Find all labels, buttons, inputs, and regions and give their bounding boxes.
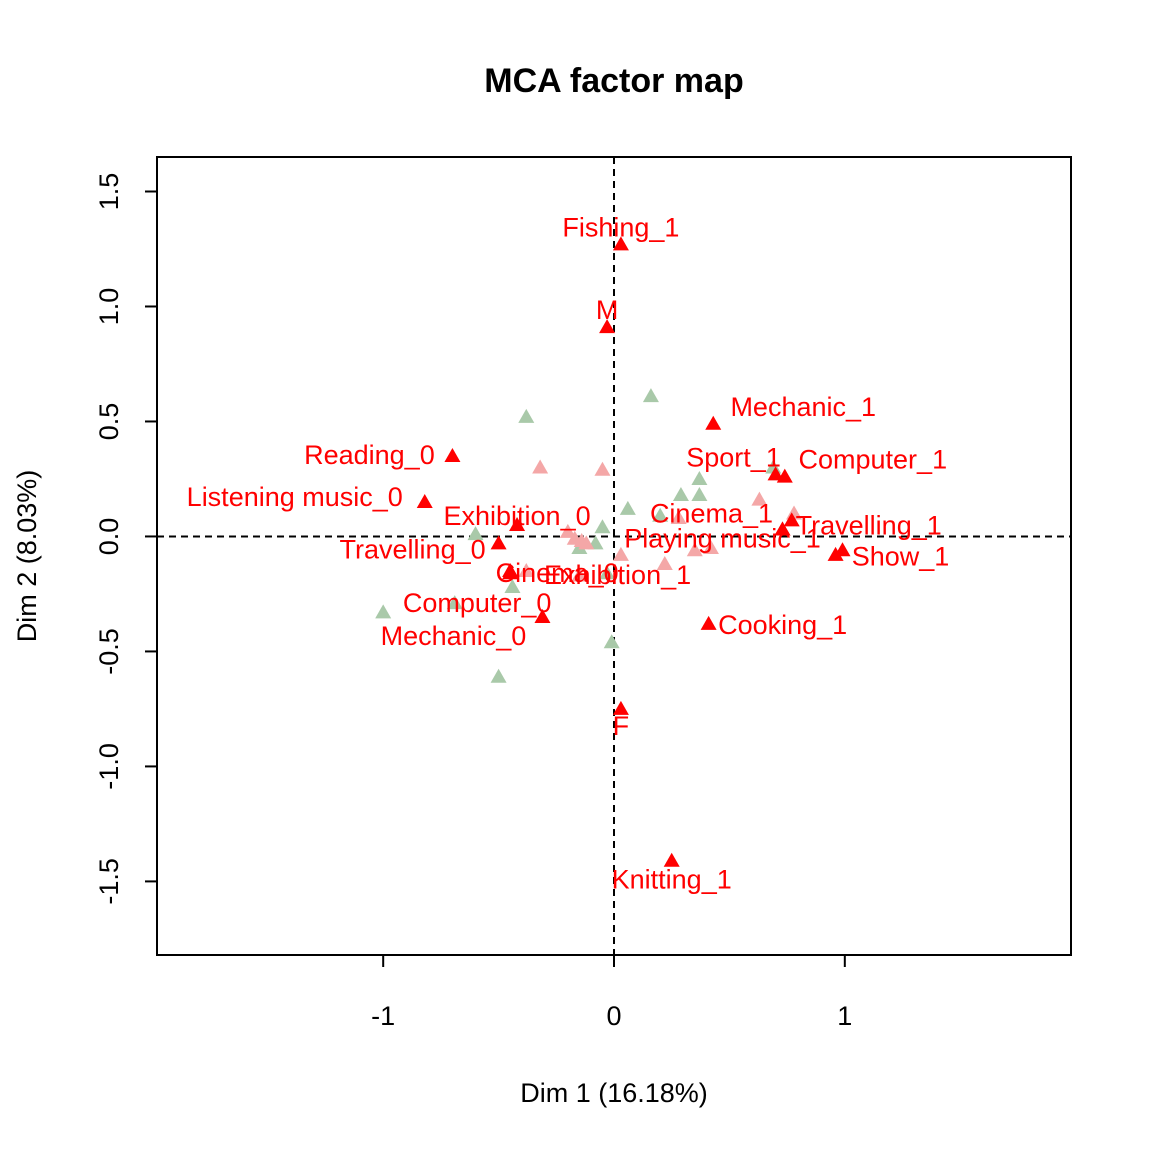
- supplementary-category-point: [672, 487, 689, 502]
- point-label: Computer_1: [799, 445, 948, 475]
- data-points: [375, 236, 851, 867]
- supplementary-category-point: [603, 634, 620, 649]
- supplementary-category-point: [446, 595, 463, 610]
- point-label: Cinema_0: [496, 558, 619, 588]
- active-category-point: [599, 319, 616, 334]
- supplementary-category-point: [642, 388, 659, 403]
- point-labels: Fishing_1 M Mechanic_1 Reading_0 Sport_1 Comp…: [187, 212, 950, 894]
- active-category-point: [705, 415, 722, 430]
- faint-category-point: [612, 546, 629, 561]
- faint-category-point: [751, 491, 768, 506]
- point-label: Reading_0: [304, 440, 435, 470]
- active-category-point: [783, 512, 800, 527]
- point-label: Show_1: [852, 541, 950, 571]
- point-label: F: [613, 711, 630, 741]
- faint-category-point: [518, 562, 535, 577]
- faint-category-point: [702, 539, 719, 554]
- faint-category-point: [656, 556, 673, 571]
- active-category-point: [490, 535, 507, 550]
- x-tick-label: 1: [837, 1001, 852, 1031]
- point-label: Travelling_1: [796, 510, 942, 540]
- x-tick-label: 0: [606, 1001, 621, 1031]
- faint-category-point: [670, 510, 687, 525]
- active-category-point: [767, 466, 784, 481]
- y-tick-label: -0.5: [94, 628, 124, 675]
- supplementary-category-point: [691, 487, 708, 502]
- supplementary-category-point: [619, 500, 636, 515]
- reference-lines: [157, 157, 1071, 955]
- faint-category-point: [532, 459, 549, 474]
- active-category-point: [776, 468, 793, 483]
- supplementary-category-point: [691, 470, 708, 485]
- faint-category-point: [559, 523, 576, 538]
- x-tick-label: -1: [371, 1001, 395, 1031]
- supplementary-category-point: [599, 565, 616, 580]
- point-label: Cinema_1: [650, 499, 773, 529]
- y-tick-label: -1.0: [94, 743, 124, 790]
- faint-category-point: [594, 461, 611, 476]
- point-label: Cooking_1: [718, 610, 847, 640]
- y-tick-label: -1.5: [94, 858, 124, 905]
- y-tick-label: 1.0: [94, 288, 124, 326]
- active-category-point: [827, 546, 844, 561]
- point-label: Computer_0: [403, 588, 552, 618]
- point-label: Listening music_0: [187, 482, 403, 512]
- active-category-point: [612, 700, 629, 715]
- point-label: M: [596, 295, 619, 325]
- supplementary-category-point: [504, 579, 521, 594]
- x-axis-title: Dim 1 (16.18%): [520, 1078, 708, 1108]
- supplementary-category-point: [652, 507, 669, 522]
- active-category-point: [444, 447, 461, 462]
- point-label: Exhibition_0: [444, 501, 591, 531]
- point-label: Sport_1: [686, 442, 781, 472]
- point-label: Knitting_1: [612, 865, 732, 895]
- active-category-point: [612, 236, 629, 251]
- x-axis: -1 0 1: [371, 954, 852, 1031]
- active-category-point: [700, 615, 717, 630]
- supplementary-category-point: [375, 604, 392, 619]
- supplementary-category-point: [490, 668, 507, 683]
- chart-title: MCA factor map: [484, 62, 743, 100]
- faint-category-point: [571, 567, 588, 582]
- supplementary-category-point: [594, 519, 611, 534]
- y-axis-title: Dim 2 (8.03%): [12, 470, 42, 643]
- active-category-point: [663, 852, 680, 867]
- point-label: Mechanic_1: [730, 392, 876, 422]
- point-label: Playing music_1: [624, 524, 821, 554]
- point-label: Exhibition_1: [544, 560, 691, 590]
- faint-category-point: [578, 535, 595, 550]
- y-axis: -1.5 -1.0 -0.5 0.0 0.5 1.0 1.5: [94, 173, 158, 905]
- faint-category-point: [686, 542, 703, 557]
- active-category-point: [416, 493, 433, 508]
- point-label: Mechanic_0: [381, 621, 527, 651]
- y-tick-label: 0.0: [94, 518, 124, 556]
- active-category-point: [534, 608, 551, 623]
- active-category-point: [502, 565, 519, 580]
- supplementary-category-point: [518, 408, 535, 423]
- active-category-point: [774, 521, 791, 536]
- y-tick-label: 0.5: [94, 403, 124, 441]
- point-label: Fishing_1: [562, 212, 679, 242]
- point-label: Travelling_0: [340, 534, 486, 564]
- supplementary-category-point: [467, 526, 484, 541]
- y-tick-label: 1.5: [94, 173, 124, 211]
- active-category-point: [509, 516, 526, 531]
